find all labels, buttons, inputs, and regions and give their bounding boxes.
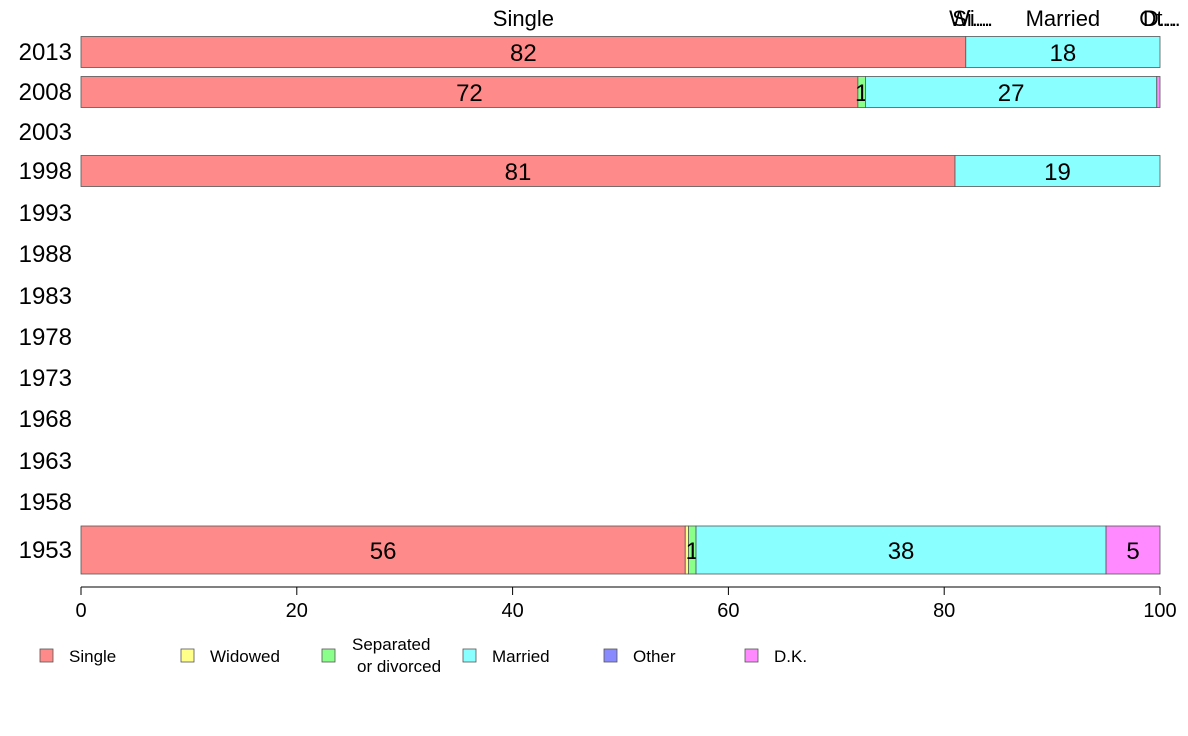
year-label: 1998 [19, 158, 72, 185]
legend-label: Other [633, 647, 676, 666]
legend-label: Separated or divorced [352, 635, 441, 676]
data-label: 1 [686, 538, 699, 565]
x-tick-label: 60 [717, 600, 739, 622]
year-label: 1968 [19, 406, 72, 433]
x-tick-label: 100 [1143, 600, 1176, 622]
x-tick-label: 0 [75, 600, 86, 622]
year-label: 2003 [19, 119, 72, 146]
bar-segment [1105, 525, 1161, 575]
data-label: 19 [1044, 159, 1071, 186]
legend-swatch [39, 648, 54, 663]
legend-label: Married [492, 647, 550, 666]
bar-segment [965, 36, 1161, 68]
year-label: 1988 [19, 241, 72, 268]
year-label: 2008 [19, 79, 72, 106]
header-label: Wi... [949, 6, 993, 31]
x-tick-label: 40 [501, 600, 523, 622]
legend-swatch [321, 648, 336, 663]
x-tick-label: 20 [286, 600, 308, 622]
header-label: D... [1143, 6, 1177, 31]
year-label: 1958 [19, 489, 72, 516]
year-label: 2013 [19, 39, 72, 66]
year-label: 1978 [19, 324, 72, 351]
bar-segment [1156, 76, 1161, 108]
year-label: 1973 [19, 365, 72, 392]
data-label: 1 [855, 80, 868, 107]
legend-label: Single [69, 647, 116, 666]
data-label: 5 [1126, 538, 1139, 565]
year-label: 1963 [19, 448, 72, 475]
bar-segment [80, 36, 967, 68]
legend-swatch [603, 648, 618, 663]
data-label: 72 [456, 80, 483, 107]
year-label: 1983 [19, 283, 72, 310]
header-label: Ot... [1139, 6, 1181, 31]
bar-segment [954, 155, 1161, 187]
legend-label: Widowed [210, 647, 280, 666]
legend-swatch [180, 648, 195, 663]
data-label: 56 [370, 538, 397, 565]
year-label: 1953 [19, 537, 72, 564]
data-label: 81 [505, 159, 532, 186]
legend-label: D.K. [774, 647, 807, 666]
data-label: 18 [1050, 40, 1077, 67]
bar-segment [80, 155, 956, 187]
bar-segment [865, 76, 1158, 108]
legend-swatch [744, 648, 759, 663]
data-label: 38 [888, 538, 915, 565]
header-label: Single [493, 6, 554, 31]
data-label: 82 [510, 40, 537, 67]
data-label: 27 [998, 80, 1025, 107]
legend-swatch [462, 648, 477, 663]
header-label: Si... [952, 6, 990, 31]
bar-segment [695, 525, 1107, 575]
header-label: Married [1026, 6, 1101, 31]
x-tick-label: 80 [933, 600, 955, 622]
year-label: 1993 [19, 200, 72, 227]
